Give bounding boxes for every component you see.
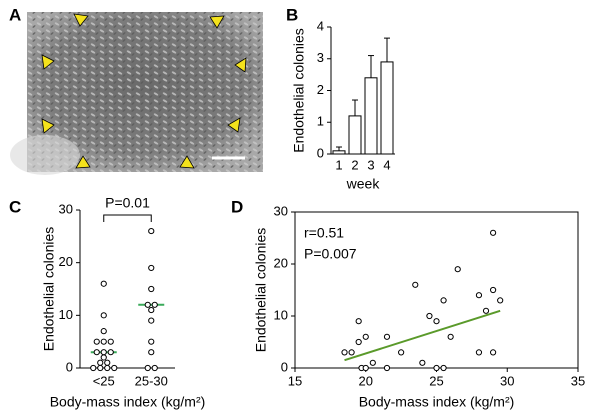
panel-label: B (286, 5, 298, 24)
data-point (148, 338, 155, 345)
x-tick-label: 1 (335, 157, 342, 172)
data-point (100, 338, 107, 345)
data-point (383, 333, 391, 340)
micrograph (10, 12, 263, 175)
data-point (144, 301, 151, 308)
data-point (348, 349, 355, 356)
x-tick-label: <25 (93, 373, 115, 388)
data-point (454, 266, 461, 273)
x-tick-label: 25 (429, 373, 443, 388)
data-point (475, 292, 483, 299)
data-point (93, 349, 100, 356)
data-point (490, 349, 497, 356)
data-point (440, 297, 447, 304)
bar (364, 77, 378, 155)
data-point (440, 364, 447, 372)
data-point (148, 285, 155, 293)
panel-label: D (231, 197, 243, 216)
data-point (362, 364, 369, 372)
data-point (100, 280, 107, 287)
data-point (97, 359, 104, 366)
data-point (148, 317, 155, 324)
annotation: P=0.01 (105, 195, 150, 211)
x-tick-label: 30 (500, 373, 514, 388)
data-point (104, 359, 111, 366)
significance-bracket (103, 214, 152, 222)
data-point (475, 349, 483, 356)
y-tick-label: 4 (317, 18, 324, 33)
data-point (482, 307, 490, 314)
y-axis-label: Endothelial colonies (291, 28, 307, 153)
data-point (148, 227, 155, 235)
y-axis-label: Endothelial colonies (253, 228, 269, 353)
data-point (148, 349, 155, 356)
data-point (433, 364, 440, 372)
x-tick-label: 4 (383, 157, 390, 172)
x-tick-label: 25-30 (135, 373, 168, 388)
data-point (355, 338, 362, 346)
data-point (148, 264, 155, 272)
data-point (90, 364, 97, 372)
y-tick-label: 3 (317, 50, 324, 65)
data-point (369, 359, 376, 366)
data-point (490, 229, 497, 236)
data-point (426, 312, 433, 320)
data-point (151, 364, 158, 372)
data-point (93, 338, 100, 345)
data-point (433, 318, 440, 325)
bar (332, 150, 346, 155)
data-point (107, 349, 114, 356)
trend-line (344, 309, 501, 362)
x-tick-label: 3 (367, 157, 374, 172)
data-point (97, 364, 104, 372)
data-point (419, 359, 426, 366)
panel-label: A (9, 5, 21, 24)
data-point (100, 349, 107, 356)
y-tick-label: 0 (281, 359, 288, 374)
x-tick-label: 20 (359, 373, 373, 388)
y-tick-label: 20 (59, 254, 73, 269)
data-point (100, 328, 107, 335)
data-point (362, 333, 369, 340)
data-point (144, 364, 151, 372)
x-axis-label: Body-mass index (kg/m²) (50, 394, 206, 410)
y-tick-label: 20 (274, 255, 288, 270)
annotation: r=0.51 (304, 225, 344, 241)
bar (380, 61, 394, 155)
y-axis-label: Endothelial colonies (41, 227, 57, 352)
y-tick-label: 1 (317, 114, 324, 129)
data-point (490, 286, 497, 294)
annotation: P=0.007 (304, 246, 357, 262)
data-point (412, 281, 419, 288)
data-point (104, 364, 111, 372)
panel-label: C (9, 197, 21, 216)
data-point (148, 306, 155, 314)
data-point (111, 364, 118, 372)
y-tick-label: 30 (274, 203, 288, 218)
y-tick-label: 10 (274, 307, 288, 322)
x-axis-label: week (346, 176, 381, 192)
data-point (341, 349, 348, 356)
x-tick-label: 2 (351, 157, 358, 172)
data-point (398, 349, 405, 356)
y-tick-label: 30 (59, 201, 73, 216)
y-tick-label: 2 (317, 82, 324, 97)
x-axis-label: Body-mass index (kg/m²) (359, 394, 515, 410)
data-point (383, 364, 391, 372)
data-point (497, 297, 504, 304)
data-point (100, 354, 107, 361)
data-point (100, 312, 107, 319)
bar (348, 115, 362, 155)
data-point (355, 318, 362, 325)
data-point (447, 333, 454, 340)
y-tick-label: 10 (59, 307, 73, 322)
data-point (151, 301, 158, 308)
x-tick-label: 35 (571, 373, 585, 388)
x-tick-label: 15 (288, 373, 302, 388)
data-point (107, 338, 114, 345)
y-tick-label: 0 (317, 145, 324, 160)
y-tick-label: 0 (66, 359, 73, 374)
